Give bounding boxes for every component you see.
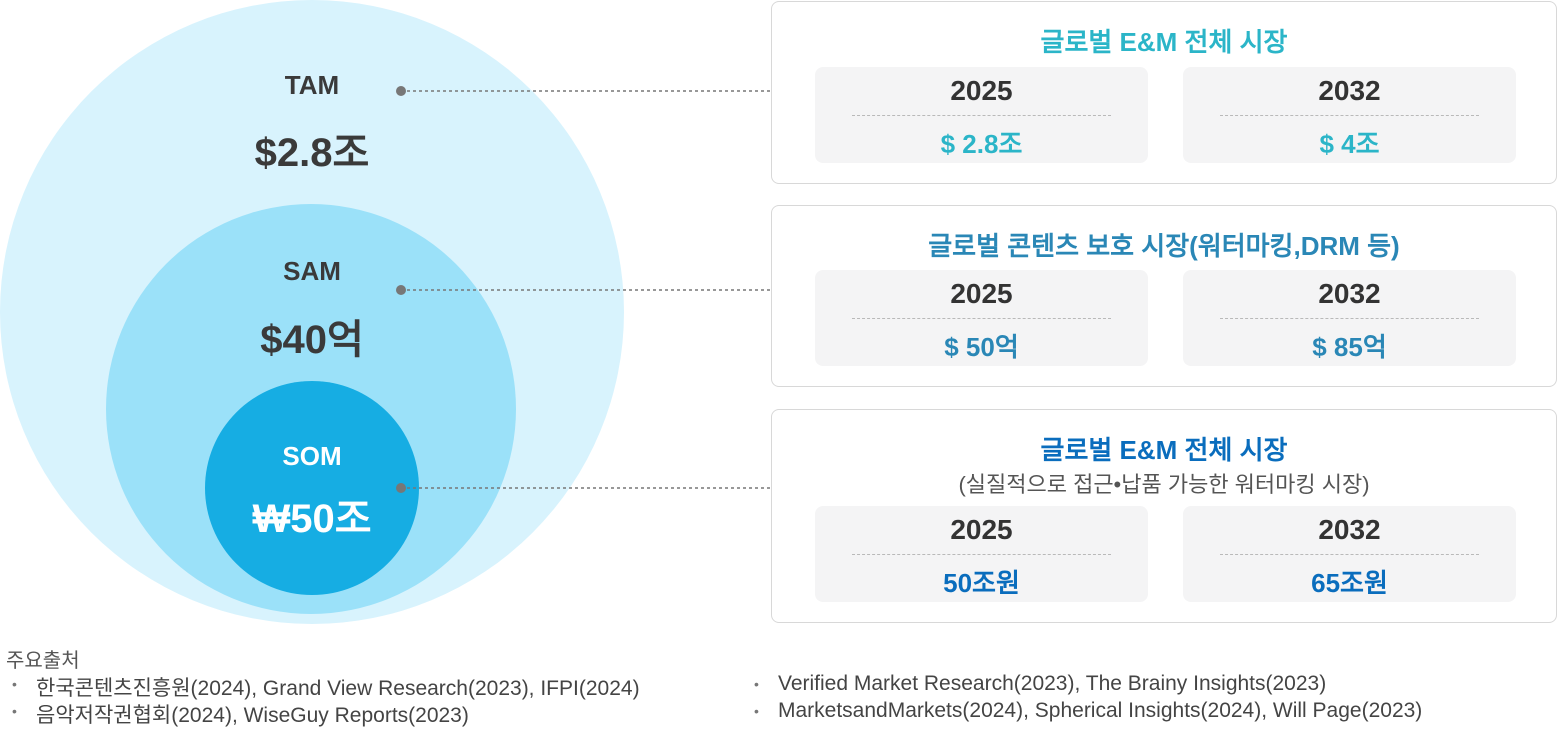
cell: 2025 $ 2.8조 xyxy=(815,67,1148,163)
sources-title: 주요출처 xyxy=(6,650,80,672)
circle-value: ₩50조 xyxy=(252,497,372,541)
cell-value: $ 2.8조 xyxy=(940,129,1023,159)
year: 2032 xyxy=(1318,514,1381,545)
source-item: 음악저작권협회(2024), WiseGuy Reports(2023) xyxy=(12,699,469,729)
connector-dot xyxy=(396,86,406,96)
source-item: 한국콘텐츠진흥원(2024), Grand View Research(2023… xyxy=(12,672,640,702)
year: 2032 xyxy=(1318,75,1381,106)
circle-value: $40억 xyxy=(260,318,364,362)
cell-value: 50조원 xyxy=(943,568,1020,598)
circle-value: $2.8조 xyxy=(254,131,370,175)
cell-value: $ 4조 xyxy=(1319,129,1380,159)
market-title: 글로벌 콘텐츠 보호 시장(워터마킹,DRM 등) xyxy=(928,231,1400,261)
cell: 2025 $ 50억 xyxy=(815,270,1148,366)
connector-dot xyxy=(396,285,406,295)
market-title: 글로벌 E&M 전체 시장 xyxy=(1040,435,1288,465)
cell-value: 65조원 xyxy=(1311,568,1388,598)
cell-value: $ 85억 xyxy=(1312,332,1387,362)
cell: 2025 50조원 xyxy=(815,506,1148,602)
source-item: Verified Market Research(2023), The Brai… xyxy=(754,672,1326,696)
market-box: 글로벌 E&M 전체 시장 2025 $ 2.8조 2032 $ 4조 xyxy=(771,1,1557,184)
cell: 2032 65조원 xyxy=(1183,506,1516,602)
year: 2032 xyxy=(1318,278,1381,309)
cell: 2032 $ 85억 xyxy=(1183,270,1516,366)
circle-label: SAM xyxy=(283,256,341,286)
som-circle xyxy=(205,381,419,595)
year: 2025 xyxy=(950,278,1013,309)
year: 2025 xyxy=(950,75,1013,106)
market-subtitle: (실질적으로 접근•납품 가능한 워터마킹 시장) xyxy=(958,472,1370,497)
circle-label: SOM xyxy=(282,441,342,471)
connector-dot xyxy=(396,483,406,493)
year: 2025 xyxy=(950,514,1013,545)
cell: 2032 $ 4조 xyxy=(1183,67,1516,163)
market-title: 글로벌 E&M 전체 시장 xyxy=(1040,27,1288,57)
market-box: 글로벌 콘텐츠 보호 시장(워터마킹,DRM 등) 2025 $ 50억 203… xyxy=(771,205,1557,387)
circle-label: TAM xyxy=(284,70,340,100)
market-box: 글로벌 E&M 전체 시장 (실질적으로 접근•납품 가능한 워터마킹 시장) … xyxy=(771,409,1557,623)
cell-value: $ 50억 xyxy=(944,332,1019,362)
source-item: MarketsandMarkets(2024), Spherical Insig… xyxy=(754,699,1422,723)
